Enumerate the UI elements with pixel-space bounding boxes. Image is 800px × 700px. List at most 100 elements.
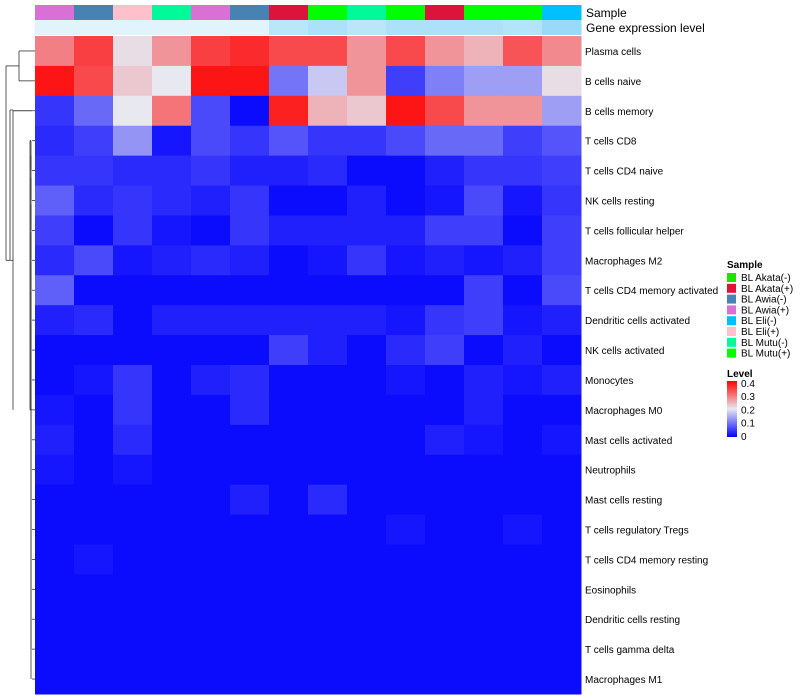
sample-annot-cell bbox=[308, 5, 348, 20]
heatmap-cell bbox=[503, 125, 543, 157]
heatmap-cell bbox=[503, 155, 543, 187]
heatmap-cell bbox=[308, 275, 348, 306]
heatmap-cell bbox=[113, 484, 153, 516]
heatmap-cell bbox=[74, 574, 114, 605]
heatmap-cell bbox=[386, 125, 426, 157]
heatmap-cell bbox=[503, 574, 543, 605]
heatmap-cell bbox=[230, 634, 270, 665]
heatmap-cell bbox=[503, 65, 543, 97]
heatmap-cell bbox=[230, 514, 270, 545]
heatmap-cell bbox=[542, 514, 582, 545]
heatmap-cell bbox=[152, 305, 192, 336]
gene-expression-cell bbox=[191, 20, 231, 35]
heatmap-cell bbox=[464, 664, 504, 695]
heatmap-cell bbox=[35, 604, 75, 635]
heatmap-cell bbox=[347, 305, 387, 336]
heatmap-cell bbox=[386, 95, 426, 127]
heatmap-cell bbox=[191, 335, 231, 366]
heatmap-cell bbox=[386, 365, 426, 396]
heatmap-cell bbox=[35, 454, 75, 486]
heatmap-cell bbox=[386, 335, 426, 366]
heatmap-cell bbox=[191, 454, 231, 486]
heatmap-cell bbox=[386, 454, 426, 486]
heatmap-cell bbox=[152, 634, 192, 665]
heatmap-cell bbox=[113, 365, 153, 396]
heatmap-cell bbox=[152, 394, 192, 426]
heatmap-cell bbox=[269, 664, 309, 695]
row-label: Dendritic cells resting bbox=[585, 615, 680, 626]
heatmap-cell bbox=[464, 484, 504, 516]
heatmap-cell bbox=[152, 335, 192, 366]
heatmap-cell bbox=[464, 604, 504, 635]
sample-annot-cell bbox=[269, 5, 309, 20]
heatmap-cell bbox=[35, 424, 75, 456]
heatmap-cell bbox=[425, 185, 465, 216]
heatmap-cell bbox=[347, 424, 387, 456]
heatmap-cell bbox=[113, 125, 153, 157]
heatmap-cell bbox=[191, 604, 231, 635]
row-label: Dendritic cells activated bbox=[585, 316, 690, 327]
gene-expression-cell bbox=[464, 20, 504, 35]
heatmap-cell bbox=[74, 305, 114, 336]
heatmap-cell bbox=[464, 65, 504, 97]
heatmap-cell bbox=[113, 185, 153, 216]
heatmap-cell bbox=[152, 514, 192, 545]
heatmap-cell bbox=[425, 604, 465, 635]
sample-annot-cell bbox=[464, 5, 504, 20]
heatmap-cell bbox=[113, 36, 153, 67]
heatmap-cell bbox=[152, 185, 192, 216]
heatmap-cell bbox=[308, 335, 348, 366]
heatmap-cell bbox=[503, 514, 543, 545]
heatmap-cell bbox=[230, 245, 270, 276]
heatmap-cell bbox=[386, 215, 426, 246]
heatmap-cell bbox=[347, 634, 387, 665]
row-label: NK cells resting bbox=[585, 197, 654, 208]
gene-expression-cell bbox=[542, 20, 582, 35]
heatmap-cell bbox=[542, 664, 582, 695]
heatmap-cell bbox=[503, 484, 543, 516]
heatmap-cell bbox=[113, 634, 153, 665]
heatmap-cell bbox=[542, 634, 582, 665]
heatmap-cell bbox=[542, 95, 582, 127]
heatmap-cell bbox=[347, 335, 387, 366]
heatmap-cell bbox=[503, 275, 543, 306]
heatmap-cell bbox=[386, 634, 426, 665]
heatmap-cell bbox=[347, 365, 387, 396]
heatmap-cell bbox=[464, 335, 504, 366]
heatmap-cell bbox=[113, 305, 153, 336]
heatmap-cell bbox=[269, 245, 309, 276]
heatmap-cell bbox=[308, 394, 348, 426]
heatmap-cell bbox=[347, 65, 387, 97]
heatmap-cell bbox=[152, 544, 192, 575]
row-label: NK cells activated bbox=[585, 346, 664, 357]
heatmap-cell bbox=[74, 65, 114, 97]
legend-sample-items: BL Akata(-)BL Akata(+)BL Awia(-)BL Awia(… bbox=[727, 273, 793, 360]
heatmap-cell bbox=[230, 155, 270, 187]
heatmap-cell bbox=[74, 95, 114, 127]
heatmap-cell bbox=[152, 454, 192, 486]
heatmap-cell bbox=[269, 424, 309, 456]
heatmap-cell bbox=[464, 215, 504, 246]
heatmap-cell bbox=[542, 185, 582, 216]
heatmap-cell bbox=[542, 65, 582, 97]
heatmap-cell bbox=[542, 155, 582, 187]
heatmap-cell bbox=[308, 514, 348, 545]
gene-expression-cell bbox=[152, 20, 192, 35]
sample-annot-cell bbox=[230, 5, 270, 20]
heatmap-cell bbox=[230, 275, 270, 306]
heatmap-cell bbox=[152, 245, 192, 276]
legend-swatch bbox=[727, 273, 736, 282]
gene-expression-annotation-bar bbox=[35, 20, 582, 35]
heatmap-cell bbox=[230, 305, 270, 336]
heatmap-cell bbox=[542, 454, 582, 486]
heatmap-cell bbox=[464, 514, 504, 545]
heatmap-cell bbox=[74, 215, 114, 246]
heatmap-cell bbox=[308, 185, 348, 216]
sample-annot-cell bbox=[113, 5, 153, 20]
heatmap-cell bbox=[35, 484, 75, 516]
heatmap-cell bbox=[425, 484, 465, 516]
heatmap-cell bbox=[269, 365, 309, 396]
heatmap-cell bbox=[464, 95, 504, 127]
heatmap-cell bbox=[74, 365, 114, 396]
sample-annot-cell bbox=[152, 5, 192, 20]
